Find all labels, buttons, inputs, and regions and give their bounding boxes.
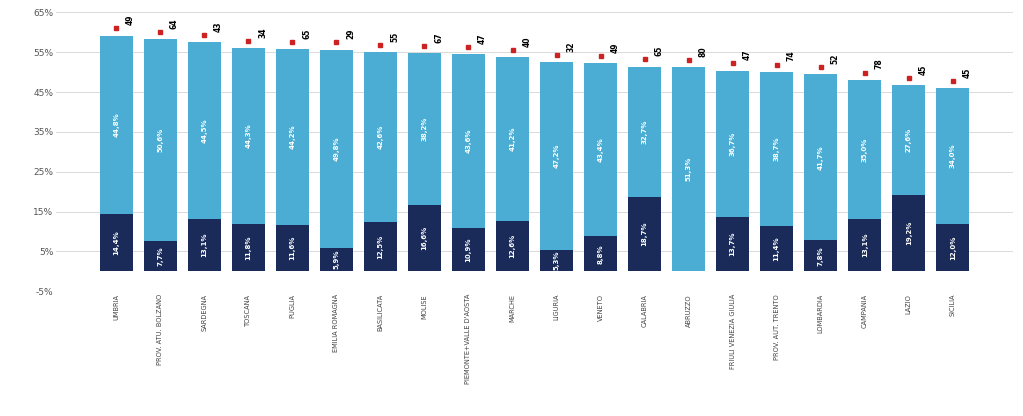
Text: 40: 40 [522,36,531,47]
Text: 47: 47 [478,33,487,44]
Text: 5,9%: 5,9% [333,250,340,269]
Text: 38,2%: 38,2% [421,117,428,141]
Text: 13,1%: 13,1% [202,233,208,258]
Text: 29: 29 [346,29,355,39]
Bar [804,240,837,271]
Text: 67: 67 [434,32,443,43]
Text: 16,6%: 16,6% [421,226,428,250]
Text: 47,2%: 47,2% [553,144,560,168]
Text: 65: 65 [655,46,663,56]
Text: 12,0%: 12,0% [949,235,955,260]
Text: 42,6%: 42,6% [377,124,384,149]
Text: 32,7%: 32,7% [641,119,648,144]
Text: 12,5%: 12,5% [377,234,384,258]
Text: 11,8%: 11,8% [246,235,252,260]
Bar [584,64,617,236]
Bar [496,57,529,221]
Text: 44,3%: 44,3% [246,124,252,149]
Bar [320,50,353,248]
Text: 49: 49 [126,15,135,25]
Text: 45: 45 [919,64,928,74]
Text: 19,2%: 19,2% [905,221,911,245]
Bar [144,39,177,240]
Text: 41,2%: 41,2% [509,127,516,151]
Text: 34: 34 [258,27,267,37]
Bar [540,250,573,271]
Text: 7,8%: 7,8% [817,246,824,265]
Text: 44,8%: 44,8% [114,112,120,137]
Bar [892,195,925,271]
Bar [188,219,221,271]
Text: 43: 43 [214,21,223,32]
Text: 49,8%: 49,8% [333,136,340,161]
Text: 36,7%: 36,7% [729,131,736,156]
Bar [804,74,837,240]
Text: 10,9%: 10,9% [465,238,472,262]
Bar [408,53,441,205]
Text: 65: 65 [302,28,311,39]
Text: 8,8%: 8,8% [597,244,604,264]
Bar [99,214,133,271]
Text: 44,5%: 44,5% [202,118,208,143]
Text: 45: 45 [963,67,972,78]
Bar [232,224,265,271]
Text: 43,6%: 43,6% [465,129,472,154]
Text: 12,6%: 12,6% [509,234,516,258]
Text: 27,6%: 27,6% [905,128,911,152]
Text: 13,7%: 13,7% [729,232,736,256]
Text: 11,4%: 11,4% [773,236,780,261]
Bar [672,67,705,271]
Bar [584,236,617,271]
Text: 7,7%: 7,7% [158,246,164,266]
Text: 50,6%: 50,6% [158,128,164,152]
Text: 43,4%: 43,4% [597,137,604,162]
Text: 41,7%: 41,7% [817,145,824,170]
Text: 78: 78 [875,59,884,69]
Text: 49: 49 [611,42,619,53]
Text: 13,1%: 13,1% [861,233,868,258]
Bar [452,228,485,271]
Text: 64: 64 [170,18,179,29]
Bar [716,71,749,217]
Bar [320,248,353,271]
Bar [99,36,133,214]
Bar [540,62,573,250]
Text: 44,2%: 44,2% [290,125,296,149]
Text: 38,7%: 38,7% [773,136,780,161]
Bar [760,72,793,226]
Bar [892,85,925,195]
Bar [628,197,661,271]
Bar [144,240,177,271]
Text: 74: 74 [787,51,795,62]
Bar [188,42,221,219]
Bar [760,226,793,271]
Text: 80: 80 [699,46,707,57]
Text: 35,0%: 35,0% [861,137,868,162]
Bar [364,52,397,221]
Text: 52: 52 [831,54,840,64]
Bar [452,54,485,228]
Text: 11,6%: 11,6% [290,236,296,260]
Text: 5,3%: 5,3% [553,251,560,270]
Bar [848,80,881,219]
Text: 18,7%: 18,7% [641,222,648,246]
Text: 51,3%: 51,3% [685,157,692,181]
Bar [628,67,661,197]
Text: 55: 55 [390,31,399,42]
Bar [232,48,265,224]
Bar [848,219,881,271]
Bar [408,205,441,271]
Bar [716,217,749,271]
Bar [936,88,969,223]
Text: 32: 32 [566,42,575,52]
Bar [276,49,309,225]
Bar [496,221,529,271]
Bar [276,225,309,271]
Text: 34,0%: 34,0% [949,144,955,168]
Text: 47: 47 [743,50,751,60]
Bar [936,223,969,271]
Text: 14,4%: 14,4% [114,230,120,255]
Bar [364,221,397,271]
